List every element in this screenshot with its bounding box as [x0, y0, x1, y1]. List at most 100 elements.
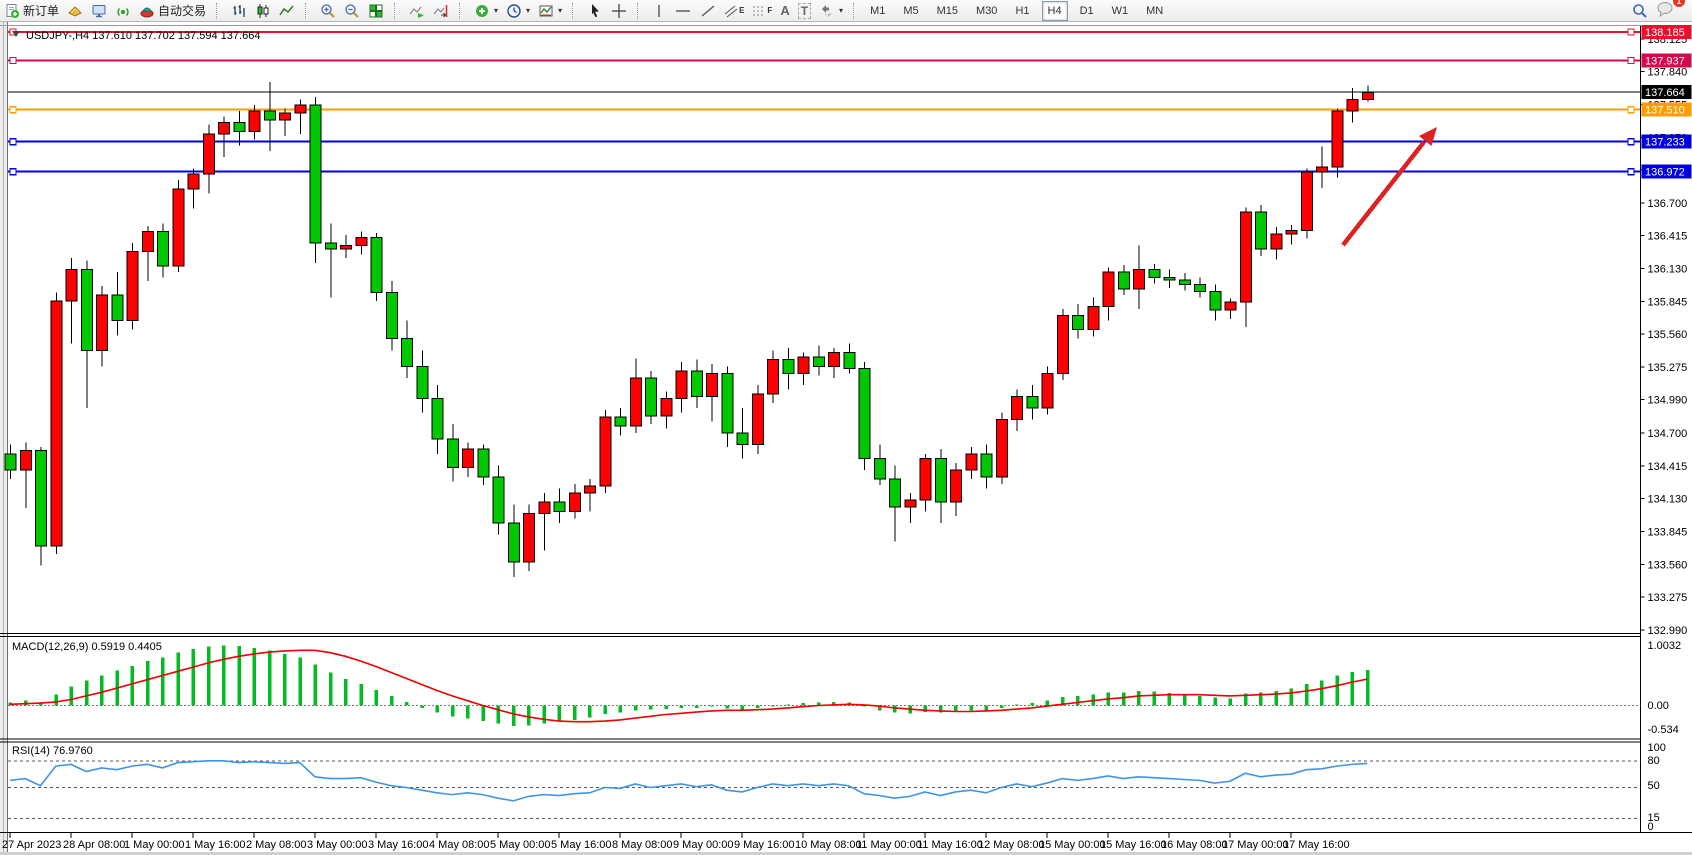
vertical-line-icon: [652, 3, 666, 19]
svg-text:11 May 16:00: 11 May 16:00: [917, 839, 983, 851]
equidistant-channel-button[interactable]: E: [720, 1, 748, 21]
chevron-down-icon: ▾: [839, 6, 844, 15]
template-icon: [538, 3, 554, 19]
svg-text:17 May 00:00: 17 May 00:00: [1222, 839, 1289, 851]
trendline-button[interactable]: [696, 1, 720, 21]
svg-text:132.990: 132.990: [1648, 625, 1688, 637]
vertical-line-button[interactable]: [648, 1, 670, 21]
svg-text:15: 15: [1648, 812, 1660, 824]
svg-text:136.415: 136.415: [1648, 231, 1688, 243]
indicators-button[interactable]: ▾: [470, 1, 502, 21]
svg-text:0.00: 0.00: [1648, 700, 1669, 712]
zoom-in-button[interactable]: [316, 1, 340, 21]
svg-text:134.415: 134.415: [1648, 461, 1688, 473]
crosshair-icon: [611, 3, 627, 19]
search-button[interactable]: [1628, 1, 1652, 21]
svg-text:136.700: 136.700: [1648, 198, 1688, 210]
toolbar-grip: [637, 2, 643, 19]
zoom-out-button[interactable]: [340, 1, 364, 21]
horizontal-line-button[interactable]: [670, 1, 696, 21]
svg-text:12 May 08:00: 12 May 08:00: [978, 839, 1045, 851]
svg-text:5 May 16:00: 5 May 16:00: [551, 839, 612, 851]
chart-canvas[interactable]: 138.125137.840137.555137.270136.985136.7…: [0, 22, 1692, 855]
text-label-button[interactable]: T: [794, 1, 815, 21]
terminal-button[interactable]: [87, 1, 111, 21]
cursor-button[interactable]: [583, 1, 607, 21]
fibo-glyph: F: [767, 6, 773, 15]
auto-scroll-button[interactable]: [405, 1, 429, 21]
svg-text:15 May 00:00: 15 May 00:00: [1039, 839, 1106, 851]
fibonacci-button[interactable]: F: [748, 1, 776, 21]
svg-text:10 May 08:00: 10 May 08:00: [795, 839, 862, 851]
arrows-button[interactable]: ▾: [815, 1, 847, 21]
shift-chart-icon: [433, 3, 449, 19]
zoom-out-icon: [344, 3, 360, 19]
timeframe-button-W1[interactable]: W1: [1111, 4, 1129, 17]
svg-text:1 May 16:00: 1 May 16:00: [185, 839, 246, 851]
timeframe-button-M5[interactable]: M5: [903, 4, 919, 17]
tile-windows-button[interactable]: [364, 1, 388, 21]
zoom-in-icon: [320, 3, 336, 19]
svg-text:0: 0: [1648, 821, 1654, 833]
text-tool-glyph: A: [780, 3, 790, 18]
new-order-button[interactable]: 新订单: [0, 1, 63, 21]
horizontal-line-icon: [674, 3, 692, 19]
pane-separators: [0, 26, 1692, 855]
svg-text:17 May 16:00: 17 May 16:00: [1283, 839, 1350, 851]
autotrading-icon: [139, 3, 155, 19]
channel-glyph: E: [739, 6, 745, 15]
macd-pane: MACD(12,26,9) 0.5919 0.4405 1.0032 0.00 -0.…: [8, 640, 1681, 736]
line-chart-button[interactable]: [275, 1, 299, 21]
timeframe-button-H4[interactable]: H4: [1041, 0, 1068, 21]
svg-text:11 May 00:00: 11 May 00:00: [856, 839, 922, 851]
chart-frame: [0, 22, 1692, 855]
timeframe-button-M15[interactable]: M15: [936, 4, 959, 17]
signal-button[interactable]: [111, 1, 135, 21]
arrows-icon: [819, 3, 835, 19]
toolbar-grip: [853, 2, 859, 19]
chevron-down-icon: ▾: [526, 6, 531, 15]
timeframe-button-MN[interactable]: MN: [1146, 4, 1164, 17]
svg-text:135.845: 135.845: [1648, 296, 1688, 308]
notification-badge[interactable]: 1: [1673, 0, 1685, 7]
timeframe-button-H1[interactable]: H1: [1015, 4, 1030, 17]
svg-text:137.510: 137.510: [1645, 105, 1685, 117]
metaeditor-button[interactable]: [63, 1, 87, 21]
svg-text:138.185: 138.185: [1645, 27, 1685, 39]
svg-text:134.130: 134.130: [1648, 494, 1688, 506]
chat-bubble-icon: [1656, 1, 1674, 17]
shift-chart-button[interactable]: [429, 1, 453, 21]
crosshair-button[interactable]: [607, 1, 631, 21]
trendline-icon: [700, 3, 716, 19]
line-chart-icon: [279, 3, 295, 19]
svg-text:50: 50: [1648, 780, 1660, 792]
svg-text:5 May 00:00: 5 May 00:00: [490, 839, 551, 851]
svg-text:137.233: 137.233: [1645, 137, 1685, 149]
text-button[interactable]: A: [776, 1, 793, 21]
signal-icon: [115, 3, 131, 19]
svg-text:9 May 00:00: 9 May 00:00: [673, 839, 734, 851]
svg-text:27 Apr 2023: 27 Apr 2023: [2, 839, 61, 851]
chat-button[interactable]: [1652, 0, 1678, 19]
timeframe-button-M30[interactable]: M30: [976, 4, 998, 17]
cursor-icon: [587, 3, 603, 19]
label-tool-glyph: T: [797, 2, 812, 19]
svg-text:136.130: 136.130: [1648, 264, 1688, 276]
chevron-down-icon: ▾: [558, 6, 563, 15]
periods-button[interactable]: ▾: [502, 1, 534, 21]
new-order-icon: [4, 3, 20, 19]
autotrading-button[interactable]: 自动交易: [135, 1, 210, 21]
timeframe-button-D1[interactable]: D1: [1079, 4, 1094, 17]
indicators-icon: [474, 3, 490, 19]
svg-text:136.972: 136.972: [1645, 167, 1685, 179]
svg-text:80: 80: [1648, 755, 1660, 767]
timeframe-button-M1[interactable]: M1: [870, 4, 886, 17]
svg-text:137.664: 137.664: [1645, 87, 1685, 99]
svg-text:16 May 08:00: 16 May 08:00: [1161, 839, 1228, 851]
bar-chart-button[interactable]: [227, 1, 251, 21]
templates-button[interactable]: ▾: [534, 1, 566, 21]
candlestick-chart-button[interactable]: [251, 1, 275, 21]
trend-arrow-annotation: [1341, 127, 1437, 247]
